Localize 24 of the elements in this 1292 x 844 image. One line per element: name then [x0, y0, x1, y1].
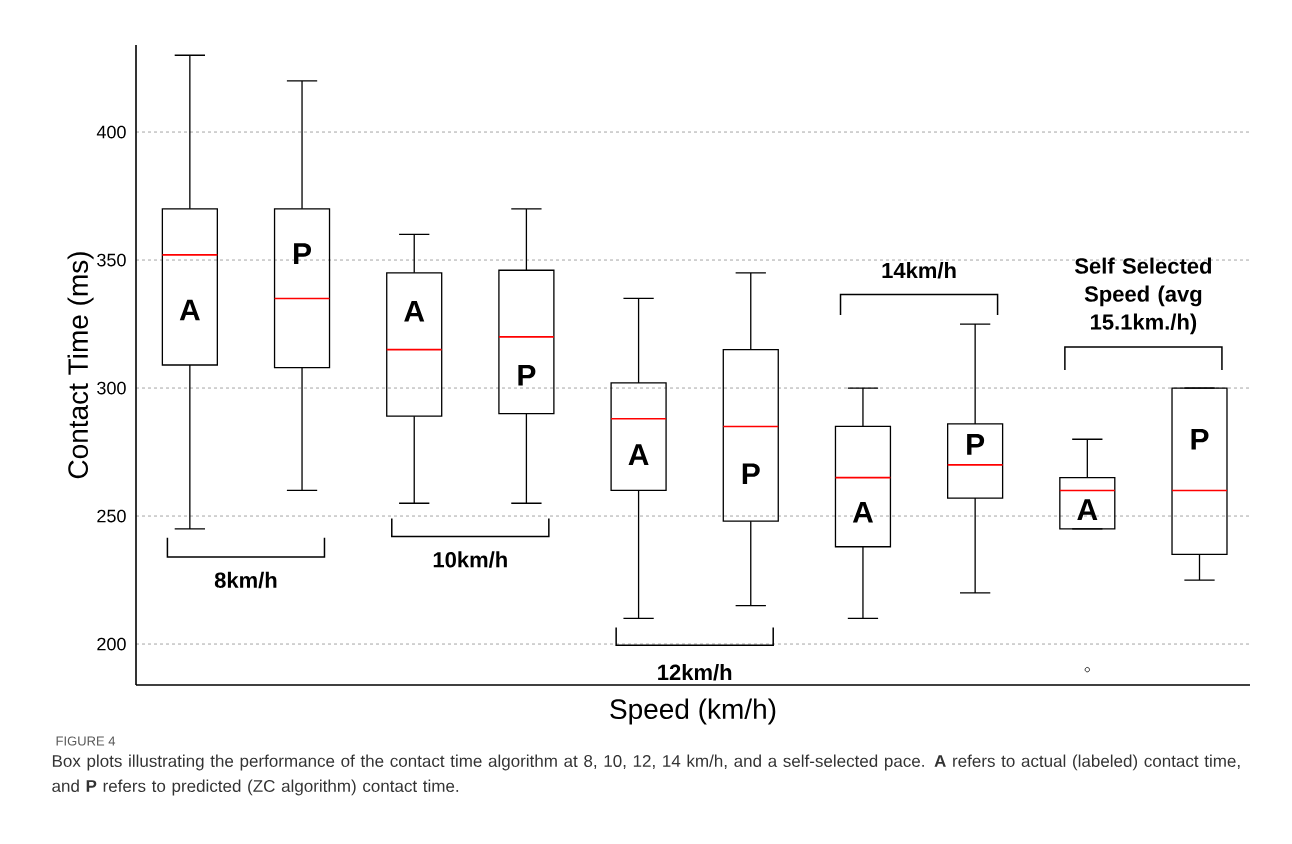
x-tick-label: A	[404, 300, 425, 322]
x-tick-label: P	[294, 243, 312, 264]
y-tick-label: 200	[97, 637, 126, 651]
annotation: 14km/h	[882, 262, 956, 279]
y-tick-label: 250	[97, 509, 126, 523]
text: Box plots illustrating the performance of the contact time algorithm at 8, 10, 12, 14 km/h, and a self-selected pace. A refers to actual (labeled) contact time, and P refers to predicted (ZC algorithm) contact time.	[52, 754, 1240, 796]
x-tick-label: P	[742, 463, 760, 485]
x-tick-label: P	[967, 434, 985, 455]
y-tick-label: 400	[96, 125, 126, 139]
annotation: 8km/h	[214, 571, 277, 589]
y-tick-label: 300	[97, 381, 126, 395]
x-tick-label: A	[1077, 499, 1098, 520]
x-tick-label: A	[179, 299, 200, 321]
caption: FIGURE 4	[56, 736, 116, 746]
y-axis-title: Contact Time (ms)	[67, 252, 94, 479]
annotation: Self Selected Speed (avg 15.1km./h)	[1074, 257, 1212, 335]
x-tick-label: P	[1191, 428, 1209, 450]
x-tick-label: P	[518, 364, 536, 386]
y-tick-label: 350	[97, 253, 126, 267]
x-axis-title: Speed (km/h)	[610, 698, 776, 725]
x-tick-label: A	[628, 444, 649, 465]
x-tick-label: A	[852, 501, 873, 523]
annotation: 10km/h	[433, 551, 507, 568]
annotation: 12km/h	[658, 664, 732, 681]
